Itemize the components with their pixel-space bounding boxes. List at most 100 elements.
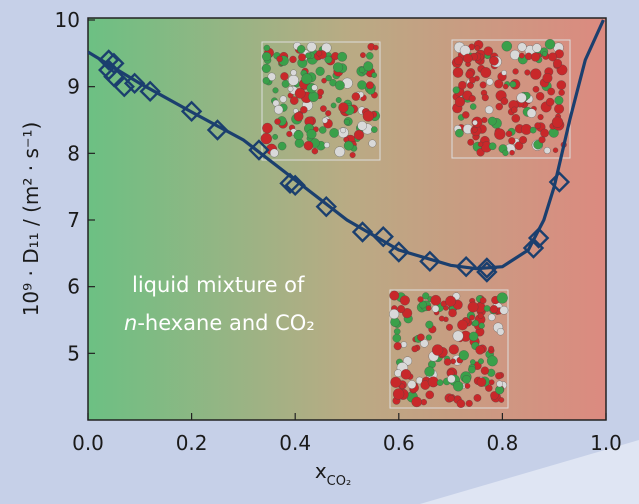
- atom: [468, 331, 479, 342]
- atom: [529, 126, 537, 134]
- atom: [474, 45, 481, 51]
- atom: [463, 53, 473, 64]
- atom: [472, 119, 478, 126]
- atom: [445, 295, 457, 307]
- atom: [453, 381, 464, 392]
- atom: [360, 52, 366, 58]
- atom: [293, 111, 304, 122]
- atom: [468, 365, 476, 374]
- atom: [489, 305, 499, 314]
- atom: [279, 95, 287, 103]
- atom: [535, 92, 545, 101]
- atom: [321, 42, 332, 53]
- atom: [486, 355, 498, 367]
- atom: [325, 74, 332, 82]
- atom: [447, 374, 456, 384]
- cube-outline: [389, 289, 509, 409]
- atom: [353, 129, 365, 140]
- atom: [457, 319, 468, 331]
- atom: [320, 105, 327, 112]
- y-tick-label: 6: [67, 275, 80, 299]
- atom: [303, 140, 314, 151]
- atom: [452, 67, 464, 78]
- atom: [311, 84, 318, 91]
- atom: [548, 52, 558, 62]
- atom: [337, 51, 348, 62]
- atom: [260, 132, 272, 145]
- atom: [417, 333, 425, 342]
- atom: [488, 379, 495, 386]
- atom: [349, 152, 356, 159]
- data-point: [139, 80, 161, 103]
- atom: [494, 128, 506, 140]
- atom: [552, 147, 559, 153]
- atom: [483, 46, 493, 56]
- atom: [478, 322, 485, 329]
- atom: [315, 66, 325, 76]
- atom: [447, 395, 455, 402]
- atom: [505, 130, 513, 138]
- atom: [494, 79, 504, 89]
- atom: [351, 92, 361, 101]
- atom: [516, 92, 527, 103]
- atom: [399, 295, 410, 306]
- atom: [317, 88, 324, 96]
- atom: [424, 366, 435, 377]
- atom: [425, 390, 434, 400]
- marks: [88, 19, 605, 283]
- atom: [544, 39, 556, 50]
- cube-outline: [261, 41, 381, 161]
- atom: [293, 130, 304, 140]
- atom: [400, 341, 408, 348]
- atom: [411, 396, 422, 408]
- atom: [542, 73, 553, 83]
- atom: [272, 133, 278, 140]
- atom: [475, 345, 485, 355]
- atom: [420, 339, 429, 348]
- atom: [446, 323, 453, 331]
- data-point: [206, 119, 229, 141]
- atom: [455, 128, 464, 138]
- atom: [495, 372, 503, 380]
- atom: [468, 95, 476, 103]
- atom: [469, 76, 476, 84]
- atom: [456, 399, 466, 408]
- atom: [274, 118, 281, 125]
- atom: [473, 394, 482, 402]
- atom: [502, 83, 509, 90]
- data-point: [113, 75, 135, 98]
- atom: [518, 52, 525, 59]
- atom: [489, 56, 499, 66]
- atom: [476, 377, 487, 387]
- atom: [422, 292, 430, 300]
- x-tick-label: 0.2: [176, 431, 208, 455]
- atom: [470, 359, 476, 365]
- atom: [335, 80, 345, 91]
- atom: [288, 74, 299, 86]
- atom: [454, 96, 466, 107]
- atom: [462, 375, 471, 384]
- atom: [553, 58, 563, 68]
- atom: [389, 309, 400, 320]
- atom: [545, 97, 555, 107]
- atom: [509, 149, 515, 156]
- atom: [490, 391, 499, 400]
- atom: [324, 55, 333, 64]
- atom: [542, 51, 548, 57]
- atom: [512, 68, 519, 75]
- molecule-images: [260, 39, 571, 409]
- atom: [499, 305, 509, 315]
- atom: [524, 69, 531, 76]
- atom: [477, 141, 484, 147]
- swoosh: [420, 440, 639, 504]
- atom: [486, 78, 494, 86]
- atom: [393, 328, 401, 335]
- atom: [343, 140, 354, 151]
- atom: [298, 53, 306, 62]
- atom: [501, 40, 513, 52]
- atom: [464, 383, 471, 389]
- annotation: liquid mixture of: [132, 273, 305, 297]
- atom: [496, 292, 508, 304]
- atom: [472, 319, 479, 327]
- atom: [467, 138, 475, 146]
